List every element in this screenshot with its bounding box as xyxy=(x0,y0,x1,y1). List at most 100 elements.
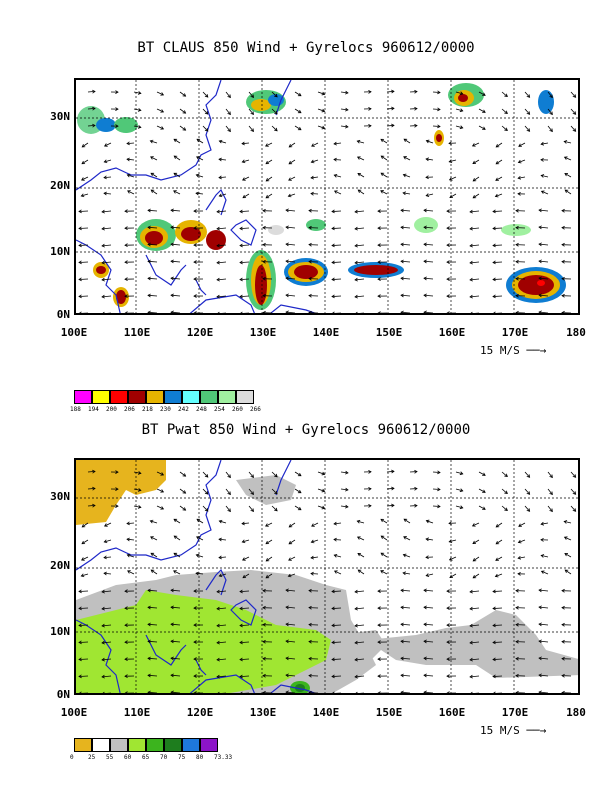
map1-lon-100e: 100E xyxy=(60,326,88,339)
wind-vector xyxy=(495,539,503,545)
wind-vector xyxy=(380,518,388,524)
wind-vector xyxy=(243,692,249,693)
wind-vector-head xyxy=(572,474,577,478)
wind-vector xyxy=(355,607,365,610)
wind-vector xyxy=(478,471,486,476)
wind-vector xyxy=(432,488,441,490)
map1-svg xyxy=(76,80,578,313)
wind-vector xyxy=(423,623,434,626)
wind-vector xyxy=(432,505,441,507)
wind-vector-head xyxy=(504,490,508,495)
wind-vector-head xyxy=(540,570,545,574)
wind-vector xyxy=(196,554,204,558)
wind-vector xyxy=(400,606,411,609)
wind-vector-head xyxy=(492,674,496,679)
wind-vector-head xyxy=(79,311,82,313)
wind-vector-head xyxy=(147,605,151,610)
wind-vector xyxy=(271,505,278,512)
wind-vector-head xyxy=(195,173,200,178)
wind-vector-head xyxy=(195,553,200,558)
wind-vector-head xyxy=(517,191,521,196)
map1-lat-10n: 10N xyxy=(50,245,70,258)
wind-vector-head xyxy=(446,243,450,247)
wind-vector xyxy=(472,159,480,164)
wind-vector-head xyxy=(227,508,231,513)
colorbar-swatch xyxy=(92,738,110,752)
wind-vector-head xyxy=(515,656,519,661)
wind-vector-head xyxy=(400,310,404,313)
wind-vector-head xyxy=(331,606,335,611)
wind-vector-head xyxy=(182,473,187,477)
wind-vector xyxy=(492,658,503,660)
wind-vector xyxy=(248,125,254,132)
wind-vector-head xyxy=(242,194,247,199)
wind-vector-head xyxy=(517,175,522,180)
wind-vector xyxy=(340,505,348,508)
wind-vector xyxy=(492,675,503,677)
wind-vector-head xyxy=(285,639,289,644)
wind-vector xyxy=(492,261,503,263)
wind-vector xyxy=(331,295,342,297)
wind-vector-head xyxy=(423,605,427,610)
wind-vector xyxy=(104,159,112,163)
map1-lon-110e: 110E xyxy=(123,326,151,339)
wind-vector-head xyxy=(78,260,82,265)
wind-vector-head xyxy=(274,490,278,495)
wind-vector-head xyxy=(561,225,565,230)
wind-vector xyxy=(147,674,158,677)
wind-vector xyxy=(217,590,227,593)
wind-vector-head xyxy=(170,639,174,644)
wind-vector-head xyxy=(182,490,187,494)
wind-vector xyxy=(81,159,89,165)
wind-vector-head xyxy=(308,622,312,627)
wind-vector-head xyxy=(265,160,270,165)
wind-vector xyxy=(570,488,576,495)
wind-vector-head xyxy=(241,159,246,164)
wind-vector-head xyxy=(321,108,326,113)
wind-vector-head xyxy=(561,622,565,627)
wind-vector xyxy=(102,295,112,298)
wind-vector-head xyxy=(446,260,450,264)
wind-vector-head xyxy=(526,94,531,98)
wind-vector-head xyxy=(150,536,154,540)
wind-vector xyxy=(423,311,434,313)
wind-vector-head xyxy=(195,571,199,576)
wind-vector xyxy=(294,488,302,494)
wind-vector-head xyxy=(101,589,105,594)
wind-vector-head xyxy=(459,488,464,493)
wind-vector xyxy=(492,590,503,592)
wind-vector xyxy=(492,624,503,626)
wind-vector xyxy=(78,641,89,643)
wind-vector-head xyxy=(504,507,508,512)
wind-vector-head xyxy=(459,125,464,130)
wind-vector xyxy=(265,193,273,199)
wind-vector-head xyxy=(149,519,154,524)
wind-vector xyxy=(400,260,411,263)
map1-scale-label: 15 M/S ──→ xyxy=(480,344,546,357)
wind-vector xyxy=(355,590,365,593)
wind-vector-head xyxy=(472,540,476,545)
wind-vector-head xyxy=(538,588,542,593)
wind-vector xyxy=(288,142,296,148)
wind-vector xyxy=(288,522,296,528)
wind-vector-head xyxy=(216,657,220,662)
wind-vector-head xyxy=(92,503,96,508)
grid xyxy=(76,80,578,313)
wind-vector-head xyxy=(80,193,85,198)
wind-vector xyxy=(357,536,365,541)
wind-vector-head xyxy=(308,588,312,593)
wind-vector-head xyxy=(357,172,362,177)
wind-vector-head xyxy=(492,657,496,662)
wind-vector xyxy=(311,539,319,543)
wind-vector-head xyxy=(331,243,335,248)
wind-vector-head xyxy=(115,487,119,491)
wind-vector-head xyxy=(262,242,266,247)
wind-vector xyxy=(403,572,411,575)
map2-plot xyxy=(74,458,580,695)
colorbar-swatch xyxy=(182,390,200,404)
wind-vector-head xyxy=(78,277,82,282)
wind-vector-head xyxy=(446,294,450,298)
wind-vector-head xyxy=(538,208,542,213)
wind-vector xyxy=(248,471,254,478)
wind-vector-head xyxy=(333,521,337,526)
